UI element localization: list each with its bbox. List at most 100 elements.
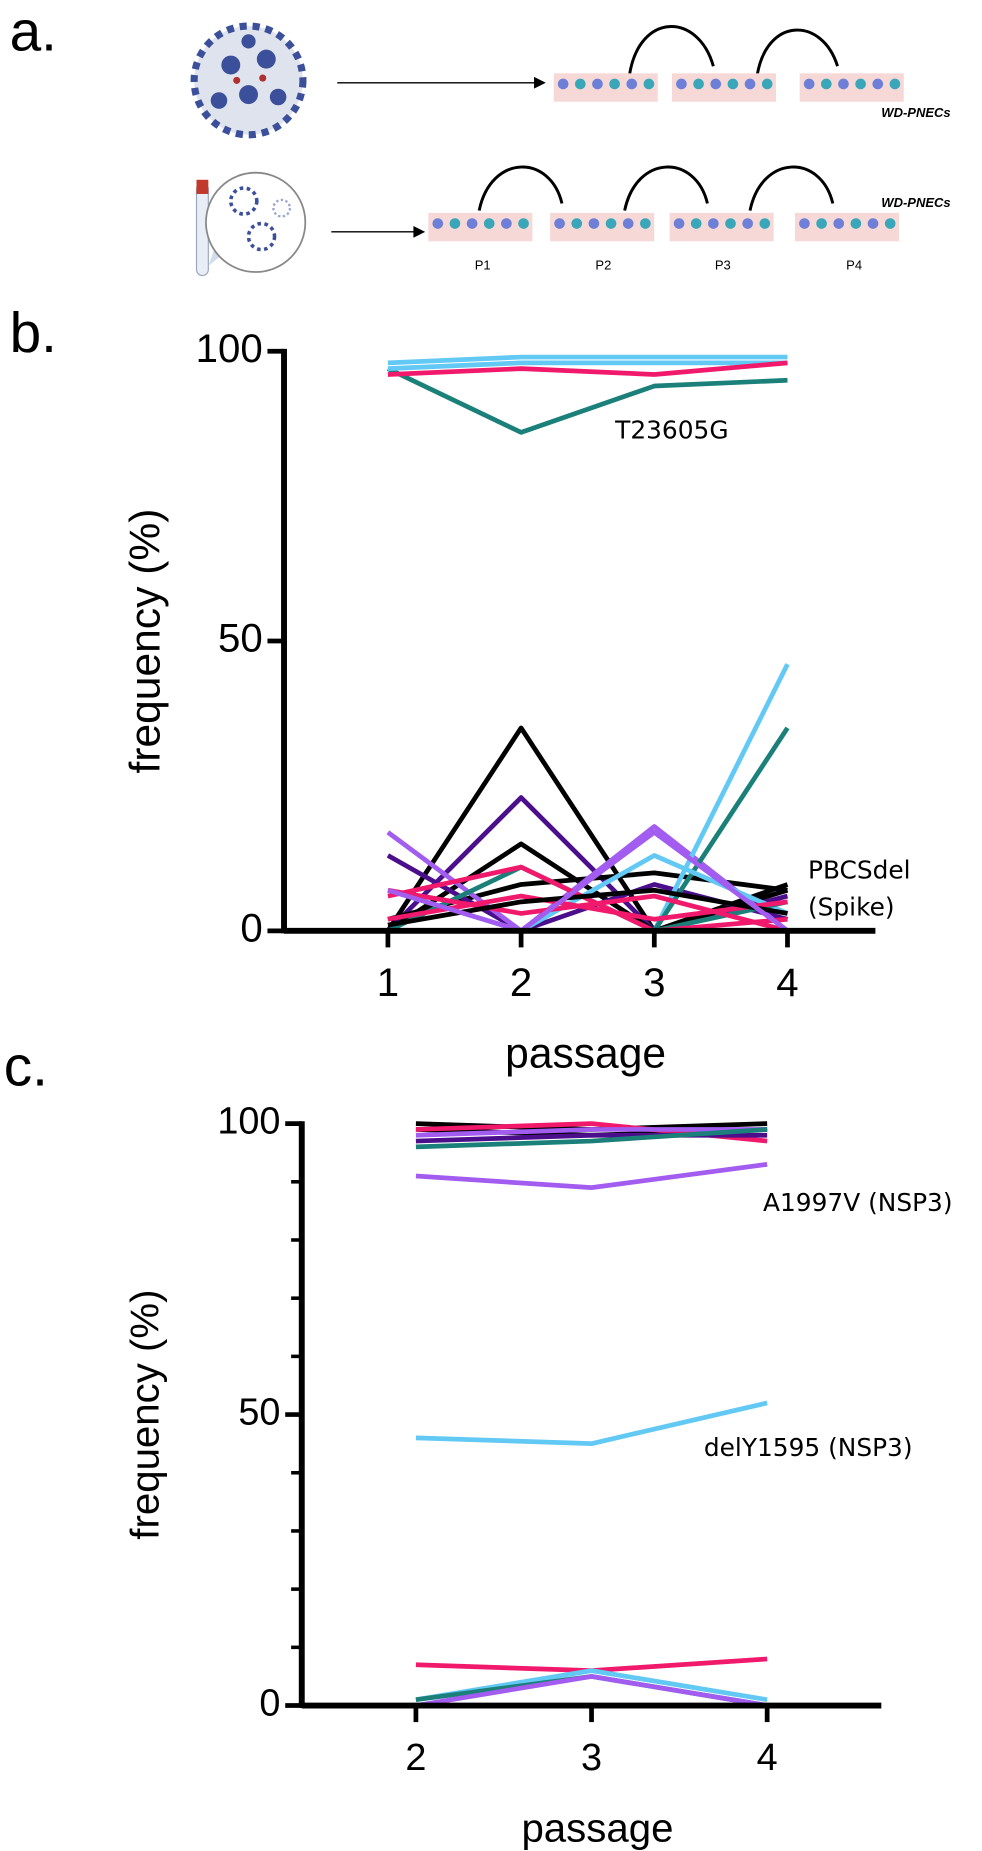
- culture-caption: WD-PNECs: [881, 195, 950, 210]
- cell: [799, 218, 810, 229]
- cell: [574, 78, 586, 90]
- virus-icon: [190, 22, 307, 139]
- series-line: [387, 887, 788, 928]
- y-tick-label: 50: [238, 1392, 280, 1434]
- cell-strip: [794, 212, 900, 242]
- x-axis-title: passage: [521, 1806, 673, 1851]
- series-line: [387, 360, 788, 372]
- y-tick-label: 50: [218, 616, 263, 661]
- x-tick-label: 3: [643, 960, 665, 1005]
- cell: [609, 78, 620, 90]
- annotation: PBCSdel: [808, 856, 911, 885]
- cell: [889, 78, 901, 90]
- cell: [673, 218, 685, 229]
- cell: [592, 78, 603, 90]
- panel-label: b.: [10, 302, 57, 365]
- x-tick-label: 2: [405, 1737, 426, 1779]
- cell: [466, 218, 478, 229]
- y-tick-label: 0: [240, 905, 262, 950]
- cell: [761, 78, 773, 90]
- x-tick-label: 2: [510, 960, 532, 1005]
- passage-label: P4: [846, 258, 862, 273]
- cell: [708, 218, 719, 229]
- sample-icon: [195, 171, 307, 277]
- x-tick-label: 4: [757, 1737, 778, 1779]
- y-axis-title: frequency (%): [121, 509, 169, 774]
- cell: [850, 218, 862, 229]
- cell: [867, 218, 879, 229]
- cell: [643, 78, 655, 90]
- arrows: [331, 25, 839, 238]
- annotation: T23605G: [614, 416, 728, 445]
- series-line: [387, 829, 789, 934]
- cell: [501, 218, 512, 229]
- panel-label: c.: [4, 1035, 48, 1098]
- cell: [518, 218, 529, 229]
- annotation: A1997V (NSP3): [763, 1188, 953, 1217]
- cell: [449, 218, 461, 229]
- passage-label: P2: [595, 258, 611, 273]
- series-line: [415, 1674, 768, 1708]
- series-line: [387, 887, 789, 934]
- culture-caption: WD-PNECs: [881, 105, 950, 120]
- y-tick-label: 0: [259, 1683, 280, 1725]
- cell: [725, 218, 736, 229]
- cell-strip: [671, 73, 777, 102]
- cell-strip: [799, 73, 904, 102]
- series-line: [415, 1400, 768, 1447]
- cell: [693, 78, 704, 90]
- cell: [588, 218, 600, 229]
- annotation: delY1595 (NSP3): [704, 1433, 913, 1462]
- x-tick-label: 1: [377, 960, 399, 1005]
- cell: [557, 78, 569, 90]
- annotation: (Spike): [808, 892, 895, 921]
- cell-cultures: [428, 73, 904, 242]
- series-line: [385, 725, 789, 934]
- cell: [640, 218, 651, 229]
- cell: [884, 218, 896, 229]
- cell: [820, 78, 832, 90]
- passage-label: P1: [475, 258, 491, 273]
- x-tick-label: 4: [776, 960, 798, 1005]
- cell: [483, 218, 495, 229]
- cell: [554, 218, 565, 229]
- cell: [816, 218, 827, 229]
- series-line: [415, 1127, 768, 1150]
- y-axis-title: frequency (%): [123, 1289, 168, 1539]
- series-line: [387, 354, 788, 366]
- cell: [432, 218, 444, 229]
- cell: [622, 218, 634, 229]
- cell-strip: [669, 212, 774, 242]
- cell-strip: [428, 212, 533, 242]
- cell-strip: [550, 212, 655, 242]
- series-line: [415, 1161, 768, 1190]
- cell: [742, 218, 753, 229]
- cell: [690, 218, 702, 229]
- y-tick-label: 100: [217, 1101, 280, 1143]
- x-axis-title: passage: [505, 1029, 666, 1077]
- cell: [838, 78, 849, 90]
- series-line: [387, 864, 788, 934]
- cell: [571, 218, 583, 229]
- cell: [626, 78, 638, 90]
- panel-label: a.: [10, 0, 57, 63]
- series-line: [387, 893, 788, 922]
- series-line: [415, 1127, 768, 1138]
- cell: [872, 78, 884, 90]
- cell: [759, 218, 771, 229]
- cell: [833, 218, 845, 229]
- cell: [855, 78, 866, 90]
- cell: [803, 78, 815, 90]
- cell: [676, 78, 687, 90]
- x-tick-label: 3: [581, 1737, 602, 1779]
- cell: [727, 78, 739, 90]
- series-line: [386, 366, 788, 435]
- passage-label: P3: [715, 258, 731, 273]
- cell: [605, 218, 617, 229]
- cell: [744, 78, 756, 90]
- y-tick-label: 100: [196, 326, 263, 371]
- series-line: [387, 360, 788, 377]
- cell: [710, 78, 722, 90]
